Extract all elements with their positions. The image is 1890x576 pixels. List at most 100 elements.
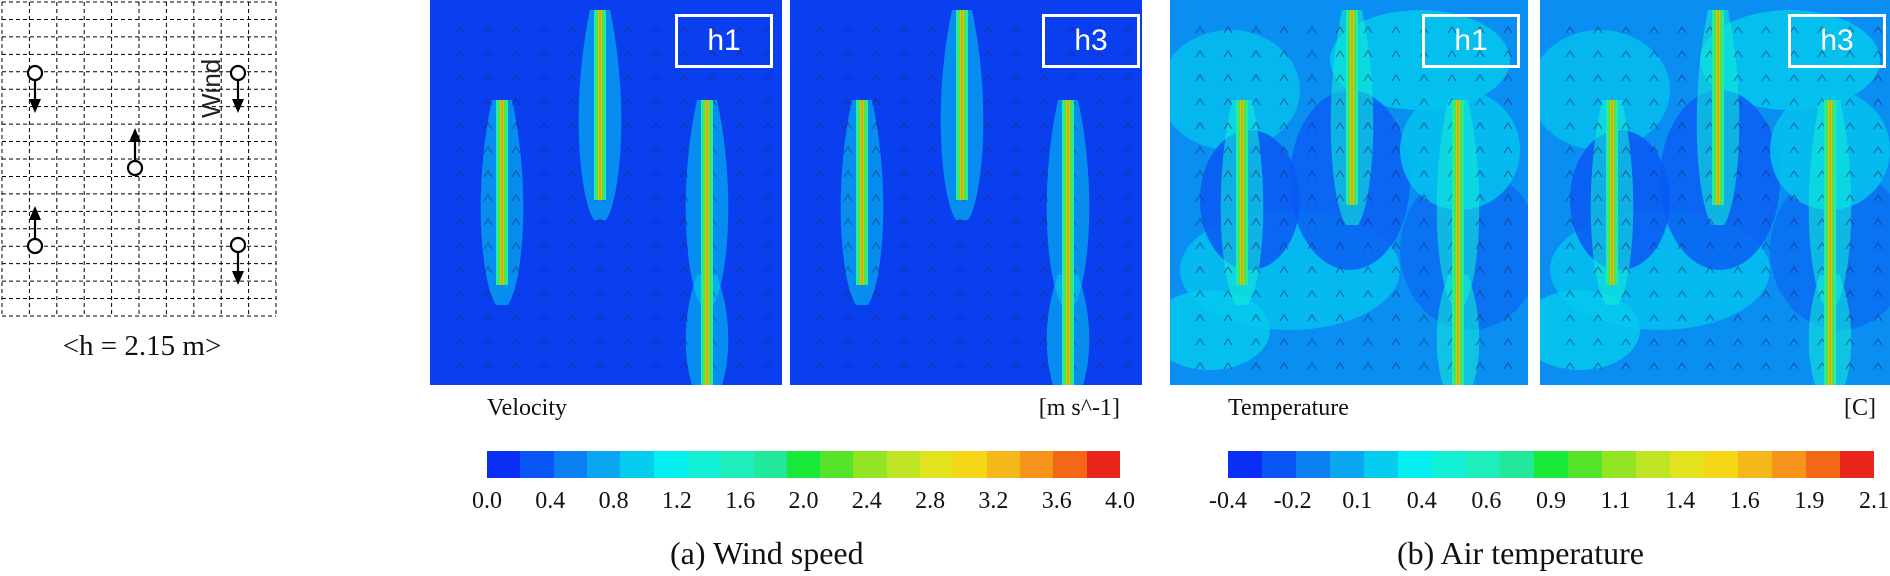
- temperature-tick-label: 0.6: [1471, 488, 1502, 514]
- flow-vectors: [1195, 26, 1513, 370]
- colorbar-segment: [853, 451, 887, 478]
- velocity-tick-label: 2.0: [788, 488, 819, 514]
- heat-source-strip: [1824, 275, 1836, 385]
- colorbar-segment: [1840, 451, 1874, 478]
- colorbar-segment: [653, 451, 687, 478]
- colorbar-segment: [620, 451, 654, 478]
- colorbar-segment: [1772, 451, 1806, 478]
- colorbar-segment: [1398, 451, 1432, 478]
- flow-vectors: [1565, 26, 1883, 370]
- height-label: <h = 2.15 m>: [62, 330, 222, 362]
- temperature-tick-label: -0.4: [1209, 488, 1247, 514]
- heat-source-strip: [1712, 10, 1724, 205]
- heat-source-strip: [594, 10, 606, 200]
- temperature-tick-label: 2.1: [1859, 488, 1889, 514]
- heat-source-strip: [856, 100, 868, 285]
- velocity-tick-label: 0.4: [535, 488, 566, 514]
- colorbar-segment: [986, 451, 1020, 478]
- heat-source-strip: [956, 10, 968, 200]
- field-region: [1540, 30, 1670, 150]
- temperature-tick-label: 0.1: [1342, 488, 1373, 514]
- colorbar-segment: [1020, 451, 1054, 478]
- colorbar-segment: [1636, 451, 1670, 478]
- colorbar-segment: [1262, 451, 1296, 478]
- heat-source-strip: [1606, 100, 1618, 285]
- colorbar-segment: [520, 451, 554, 478]
- temperature-tick-label: -0.2: [1273, 488, 1312, 514]
- colorbar-segment: [720, 451, 754, 478]
- colorbar-segment: [1053, 451, 1087, 478]
- velocity-tick-label: 2.4: [851, 488, 882, 514]
- temperature-tick-label: 1.9: [1794, 488, 1825, 514]
- colorbar-segment: [1432, 451, 1466, 478]
- colorbar-segment: [686, 451, 721, 478]
- temperature-tick-label: 0.4: [1406, 488, 1437, 514]
- caption-air-temperature: (b) Air temperature: [1397, 535, 1644, 571]
- sensor-layout-diagram: Wind: [0, 0, 278, 318]
- sensor-marker: [229, 236, 247, 285]
- sensor-marker: [229, 64, 247, 113]
- colorbar-segment: [886, 451, 921, 478]
- velocity-tick-label: 1.6: [725, 488, 756, 514]
- temperature-tick-label: 1.1: [1600, 488, 1631, 514]
- field-region: [1170, 30, 1300, 150]
- velocity-panel-h1: h1: [430, 0, 782, 385]
- velocity-colorbar: [487, 451, 1120, 478]
- colorbar-segment: [553, 451, 587, 478]
- colorbar-segment: [1806, 451, 1840, 478]
- colorbar-segment: [1602, 451, 1636, 478]
- panel-tag: h3: [1788, 14, 1886, 68]
- colorbar-segment: [1330, 451, 1364, 478]
- colorbar-segment: [1568, 451, 1602, 478]
- colorbar-segment: [1228, 451, 1262, 478]
- velocity-tick-label: 1.2: [661, 488, 692, 514]
- colorbar-segment: [1364, 451, 1398, 478]
- heat-source-strip: [701, 275, 713, 385]
- colorbar-segment: [1086, 451, 1120, 478]
- temperature-tick-label: 1.6: [1729, 488, 1760, 514]
- velocity-tick-label: 0.0: [472, 488, 502, 514]
- sensor-marker: [26, 64, 44, 113]
- velocity-tick-label: 3.6: [1041, 488, 1072, 514]
- field-region: [1540, 290, 1640, 370]
- colorbar-segment: [1466, 451, 1500, 478]
- flow-vectors: [455, 26, 773, 370]
- heat-source-strip: [496, 100, 508, 285]
- field-region: [1170, 290, 1270, 370]
- heat-source-strip: [1346, 10, 1358, 205]
- colorbar-segment: [487, 451, 521, 478]
- colorbar-segment: [1534, 451, 1568, 478]
- colorbar-segment: [786, 451, 821, 478]
- colorbar-segment: [920, 451, 954, 478]
- velocity-tick-label: 4.0: [1105, 488, 1135, 514]
- panel-tag: h1: [675, 14, 773, 68]
- temperature-colorbar: [1228, 451, 1874, 478]
- velocity-unit: [m s^-1]: [1038, 395, 1120, 421]
- heat-source-strip: [1824, 100, 1836, 285]
- sensor-marker: [26, 206, 44, 255]
- colorbar-segment: [820, 451, 854, 478]
- temperature-unit: [C]: [1844, 395, 1876, 421]
- temperature-label: Temperature: [1228, 395, 1349, 421]
- temperature-tick-label: 0.9: [1536, 488, 1566, 514]
- heat-source-strip: [1236, 100, 1248, 285]
- temperature-panel-h1: h1: [1170, 0, 1528, 385]
- temperature-panel-h3: h3: [1540, 0, 1890, 385]
- temperature-tick-label: 1.4: [1665, 488, 1696, 514]
- colorbar-segment: [1296, 451, 1330, 478]
- colorbar-segment: [1704, 451, 1738, 478]
- panel-tag: h3: [1042, 14, 1140, 68]
- colorbar-segment: [753, 451, 787, 478]
- heat-source-strip: [1062, 275, 1074, 385]
- colorbar-segment: [586, 451, 621, 478]
- caption-wind-speed: (a) Wind speed: [670, 535, 864, 571]
- heat-source-strip: [1452, 100, 1464, 285]
- sensor-marker: [126, 128, 144, 177]
- colorbar-segment: [953, 451, 987, 478]
- layout-grid: Wind: [1, 1, 277, 317]
- colorbar-segment: [1670, 451, 1704, 478]
- velocity-label: Velocity: [487, 395, 567, 421]
- velocity-tick-label: 2.8: [915, 488, 946, 514]
- velocity-tick-label: 0.8: [598, 488, 629, 514]
- velocity-tick-label: 3.2: [978, 488, 1009, 514]
